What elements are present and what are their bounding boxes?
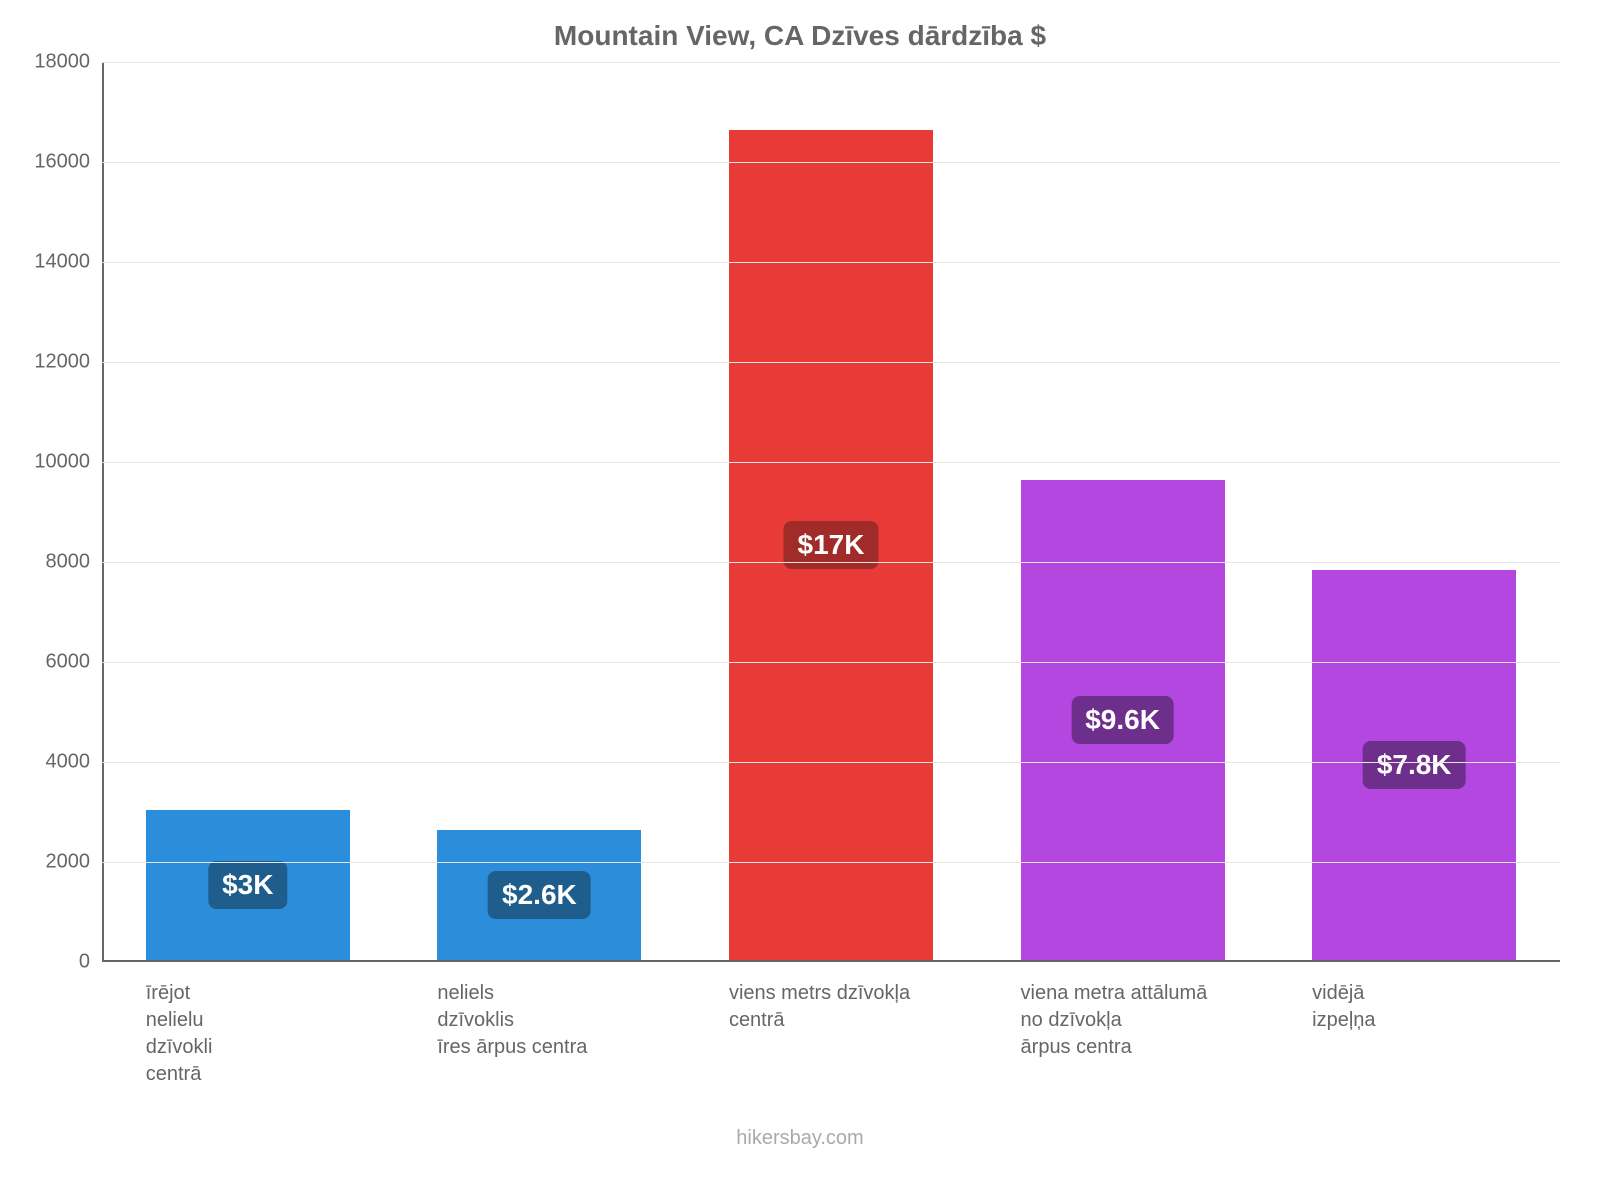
plot-area: $3K$2.6K$17K$9.6K$7.8K 02000400060008000… bbox=[102, 62, 1560, 962]
x-axis-label: nelielsdzīvoklisīres ārpus centra bbox=[437, 980, 681, 1061]
ytick-label: 6000 bbox=[46, 651, 103, 674]
x-axis-label: vidējāizpeļņa bbox=[1312, 980, 1556, 1034]
ytick-label: 0 bbox=[79, 951, 102, 974]
gridline bbox=[102, 562, 1560, 563]
ytick-label: 16000 bbox=[34, 151, 102, 174]
bar: $7.8K bbox=[1312, 570, 1516, 960]
chart-title: Mountain View, CA Dzīves dārdzība $ bbox=[40, 20, 1560, 52]
ytick-label: 14000 bbox=[34, 251, 102, 274]
bars-group: $3K $2.6K $17K $9.6K $7.8K bbox=[102, 62, 1560, 960]
bar: $3K bbox=[146, 810, 350, 960]
x-axis-label: viena metra attālumāno dzīvokļaārpus cen… bbox=[1021, 980, 1265, 1061]
chart-container: Mountain View, CA Dzīves dārdzība $ $3K$… bbox=[40, 20, 1560, 1180]
bar: $17K bbox=[729, 130, 933, 960]
bar-value-label: $3K bbox=[208, 861, 287, 909]
bar: $2.6K bbox=[437, 830, 641, 960]
bar-value-label: $9.6K bbox=[1071, 696, 1174, 744]
gridline bbox=[102, 262, 1560, 263]
ytick-label: 12000 bbox=[34, 351, 102, 374]
gridline bbox=[102, 762, 1560, 763]
bar-value-label: $7.8K bbox=[1363, 741, 1466, 789]
ytick-label: 8000 bbox=[46, 551, 103, 574]
ytick-label: 2000 bbox=[46, 851, 103, 874]
gridline bbox=[102, 462, 1560, 463]
ytick-label: 4000 bbox=[46, 751, 103, 774]
gridline bbox=[102, 362, 1560, 363]
gridline bbox=[102, 662, 1560, 663]
x-axis-label: viens metrs dzīvokļacentrā bbox=[729, 980, 973, 1034]
ytick-label: 10000 bbox=[34, 451, 102, 474]
bar: $9.6K bbox=[1021, 480, 1225, 960]
x-axis-label: īrējotnelieludzīvoklicentrā bbox=[146, 980, 390, 1088]
x-axis-labels: īrējotnelieludzīvoklicentrā nelielsdzīvok… bbox=[102, 962, 1560, 1112]
gridline bbox=[102, 862, 1560, 863]
gridline bbox=[102, 162, 1560, 163]
ytick-label: 18000 bbox=[34, 51, 102, 74]
chart-footer: hikersbay.com bbox=[40, 1127, 1560, 1150]
gridline bbox=[102, 62, 1560, 63]
bar-value-label: $2.6K bbox=[488, 871, 591, 919]
